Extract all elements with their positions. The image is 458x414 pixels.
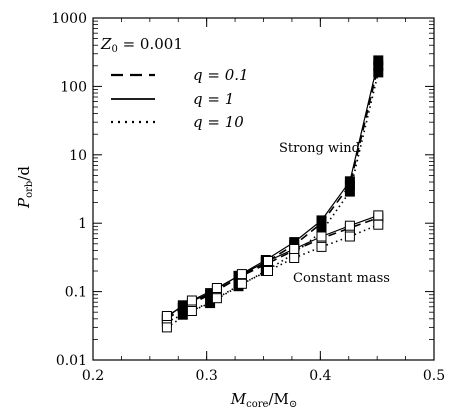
x-tick-label: 0.4 — [309, 368, 331, 384]
data-point-filled-square — [316, 215, 327, 226]
y-label-p: P — [15, 197, 33, 209]
x-label-sun: ⊙ — [289, 399, 297, 410]
data-point-open-square — [344, 231, 355, 242]
data-point-filled-square — [373, 67, 384, 78]
data-point-filled-square — [344, 176, 355, 187]
x-axis-label: Mcore/M⊙ — [230, 390, 298, 410]
legend-label-q1: q = 1 — [193, 90, 234, 108]
z0-sub: 0 — [111, 44, 117, 55]
data-point-filled-square — [373, 55, 384, 66]
data-point-filled-square — [177, 309, 188, 320]
x-label-rest: /M — [268, 390, 288, 408]
y-tick-label: 100 — [60, 79, 87, 95]
data-point-open-square — [316, 231, 327, 242]
y-label-rest: /d — [15, 166, 33, 181]
data-point-open-square — [316, 241, 327, 252]
data-point-open-square — [236, 278, 247, 289]
y-tick-label: 0.1 — [65, 285, 87, 301]
annotation-constant-mass: Constant mass — [293, 271, 390, 286]
data-point-open-square — [373, 219, 384, 230]
data-point-open-square — [236, 269, 247, 280]
data-point-open-square — [186, 306, 197, 316]
x-tick-label: 0.2 — [82, 368, 104, 384]
data-point-open-square — [344, 220, 355, 231]
data-point-open-square — [289, 253, 300, 263]
y-label-sub: orb — [24, 181, 35, 198]
x-label-sub: core — [246, 399, 268, 410]
z0-annotation: Z0 = 0.001 — [100, 35, 183, 55]
legend-label-q01: q = 0.1 — [193, 66, 249, 84]
x-label-m: M — [230, 390, 247, 408]
y-tick-label: 1000 — [51, 11, 87, 27]
annotation-strong-wind: Strong wind — [279, 141, 360, 156]
data-point-open-square — [289, 244, 300, 254]
legend-label-q10: q = 10 — [193, 113, 244, 131]
data-point-open-square — [263, 266, 273, 276]
y-axis-label: Porb/d — [15, 166, 35, 209]
data-point-open-square — [186, 295, 197, 306]
data-point-open-square — [161, 311, 172, 321]
data-point-open-square — [211, 293, 222, 304]
data-point-filled-square — [177, 300, 188, 311]
data-point-open-square — [263, 256, 273, 266]
z0-rest: = 0.001 — [118, 35, 183, 53]
data-point-open-square — [373, 210, 384, 221]
y-tick-label: 1 — [78, 216, 87, 232]
data-point-filled-square — [344, 186, 355, 197]
z0-z: Z — [100, 35, 112, 53]
x-tick-label: 0.5 — [423, 368, 445, 384]
data-point-open-square — [211, 283, 222, 293]
y-tick-label: 10 — [69, 148, 87, 164]
x-tick-label: 0.3 — [196, 368, 218, 384]
y-tick-label: 0.01 — [56, 353, 87, 369]
data-point-open-square — [161, 322, 172, 333]
legend: Z0 = 0.001 q = 0.1 q = 1 q = 10 — [100, 35, 249, 131]
